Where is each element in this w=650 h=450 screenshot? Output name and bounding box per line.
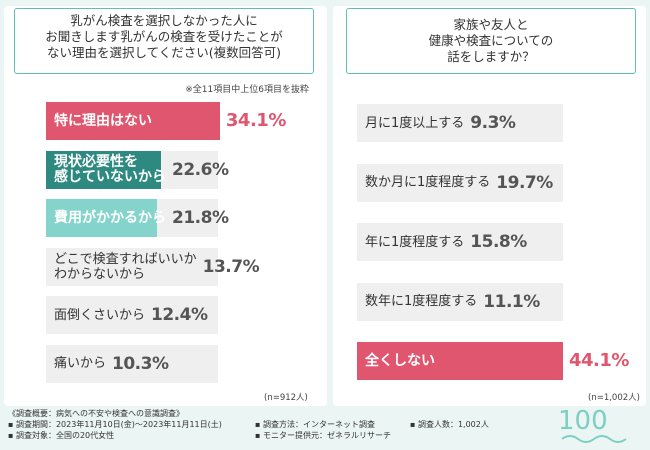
- bar-label-line: 月に1度以上する: [365, 115, 465, 131]
- bar-label-line: 感じていないから: [54, 168, 166, 185]
- bar-value: 19.7%: [496, 172, 553, 193]
- bar: [357, 104, 401, 142]
- bar-label: 費用がかかるから: [54, 199, 166, 237]
- bar-value: 34.1%: [225, 110, 286, 131]
- footer-period: ▪ 調査期間：2023年11月10日(金)～2023年11月11日(土): [8, 420, 222, 429]
- bar-label-text: 現状必要性を 感じていないから: [54, 153, 166, 185]
- bar-value: 15.8%: [470, 232, 527, 252]
- left-title-line-2: お聞きします乳がんの検査を受けたことが: [45, 29, 283, 44]
- bar-label: 現状必要性を 感じていないから: [54, 151, 166, 189]
- bar-label-text: 費用がかかるから: [54, 209, 166, 226]
- bar: [46, 344, 99, 383]
- bar-label-text: 年に1度程度する: [365, 235, 464, 250]
- bar-label-text: 数か月に1度程度する: [365, 175, 490, 190]
- right-title-line-2: 健康や検査についての: [428, 33, 554, 48]
- right-question-box: 家族や友人と 健康や検査についての 話をしますか？: [346, 8, 636, 74]
- bar-label-line: わからないから: [54, 266, 146, 282]
- brand-logo: 100: [558, 406, 627, 443]
- bar-value: 13.7%: [202, 256, 260, 277]
- right-title-line-3: 話をしますか？: [447, 49, 535, 64]
- bar-label: 特に理由はない: [54, 102, 152, 140]
- bar-label-line: 費用がかかるから: [54, 209, 166, 226]
- bar-label-line: 年に1度程度する: [365, 234, 465, 250]
- bar-label-text: どこで検査すればいいか わからないから: [54, 252, 197, 282]
- bar-label-line: 特に理由はない: [54, 112, 152, 129]
- bar-label-text: 特に理由はない: [54, 112, 152, 129]
- footer-provider: ▪ モニター提供元：ゼネラルリサーチ: [255, 431, 391, 440]
- bar-label: どこで検査すればいいか わからないから: [54, 248, 197, 286]
- left-title-line-3: ない理由を選択してください(複数回答可): [46, 45, 281, 60]
- left-title-line-1: 乳がん検査を選択しなかった人に: [70, 13, 258, 28]
- bar-value: 10.3%: [112, 353, 169, 374]
- bar-label-text: 月に1度以上する: [365, 116, 464, 131]
- bar-value: 12.4%: [151, 305, 208, 325]
- bar-label-text: 全くしない: [365, 352, 435, 369]
- bar: [46, 296, 110, 334]
- right-sample-size: (n=1,002人): [588, 393, 640, 403]
- left-sample-size: (n=912人): [264, 393, 308, 403]
- bar-value: 21.8%: [172, 208, 229, 228]
- footer-method: ▪ 調査方法：インターネット調査: [255, 420, 375, 429]
- bar-label-line: どこで検査すればいいか: [54, 251, 197, 267]
- bar: [357, 282, 409, 321]
- bar-label: 数年に1度程度する: [365, 283, 477, 321]
- bar-label: 全くしない: [365, 342, 435, 380]
- right-title-line-1: 家族や友人と: [453, 17, 529, 32]
- logo-text: 100: [558, 406, 608, 436]
- bar-label-line: 面倒くさいから: [54, 307, 146, 323]
- bar-value: 9.3%: [470, 113, 516, 133]
- bar-label-line: 数年に1度程度する: [365, 294, 478, 309]
- bar-label: 痛いから: [54, 345, 106, 383]
- bar: [357, 163, 449, 202]
- footer-target: ▪ 調査対象：全国の20代女性: [8, 431, 115, 440]
- bar: [357, 223, 431, 261]
- logo-wave: [561, 435, 627, 443]
- bar-value: 11.1%: [483, 291, 540, 312]
- footer-overview: 《調査概要：病気への不安や検査への意識調査》: [8, 409, 184, 418]
- bar-label-text: 面倒くさいから: [54, 308, 145, 323]
- bar-label: 年に1度程度する: [365, 223, 464, 261]
- bar: [46, 247, 116, 286]
- bar-value: 44.1%: [568, 350, 629, 371]
- bar-label-text: 痛いから: [54, 356, 106, 371]
- bar-label-line: 数か月に1度程度する: [365, 175, 491, 190]
- bar-label-line: 痛いから: [54, 356, 107, 371]
- bar: [46, 199, 158, 237]
- selection-note: ※全11項目中上位6項目を抜粋: [185, 85, 309, 95]
- bar-label-line: 全くしない: [365, 352, 435, 369]
- bar-label-text: 数年に1度程度する: [365, 294, 477, 309]
- bar: [357, 342, 563, 380]
- bar-label: 面倒くさいから: [54, 296, 145, 334]
- bar: [46, 150, 162, 189]
- bar: [46, 102, 220, 140]
- bar-value: 22.6%: [172, 159, 229, 180]
- bar-label: 月に1度以上する: [365, 104, 464, 142]
- footer-count: ▪ 調査人数：1,002人: [410, 420, 489, 429]
- bar-label: 数か月に1度程度する: [365, 164, 490, 202]
- left-question-box: 乳がん検査を選択しなかった人に お聞きします乳がんの検査を受けたことが ない理由…: [14, 8, 314, 74]
- bar-label-line: 現状必要性を: [54, 153, 138, 170]
